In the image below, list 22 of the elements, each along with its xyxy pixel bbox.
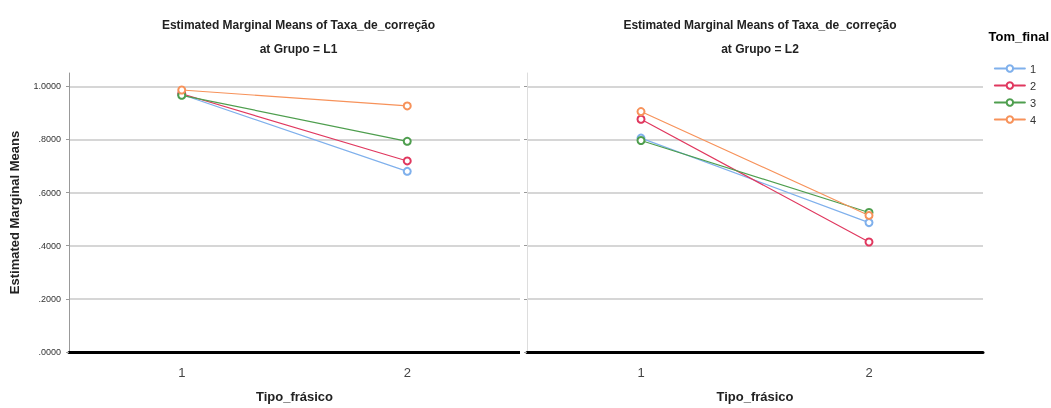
x-axis-title: Tipo_frásico bbox=[716, 389, 794, 404]
y-tick-label: .2000 bbox=[38, 293, 61, 304]
x-tick-label: 1 bbox=[637, 365, 645, 380]
legend-label: 1 bbox=[1029, 62, 1037, 75]
x-tick-label: 2 bbox=[865, 365, 873, 380]
y-tick-label: .0000 bbox=[38, 347, 61, 357]
chart-subtitle: at Grupo = L1 bbox=[259, 42, 338, 56]
legend-title: Tom_final bbox=[988, 29, 1050, 44]
x-tick-label: 1 bbox=[178, 365, 186, 380]
y-tick-label: .8000 bbox=[38, 134, 61, 145]
x-axis-title: Tipo_frásico bbox=[255, 389, 334, 404]
y-axis-title: Estimated Marginal Means bbox=[7, 130, 22, 295]
legend-label: 4 bbox=[1029, 113, 1037, 126]
legend-label: 2 bbox=[1029, 79, 1037, 92]
chart-subtitle: at Grupo = L2 bbox=[721, 42, 800, 56]
legend-label: 3 bbox=[1029, 96, 1037, 109]
y-tick-label: 1.0000 bbox=[33, 81, 61, 92]
x-tick-label: 2 bbox=[403, 365, 411, 380]
chart-title: Estimated Marginal Means of Taxa_de_correção bbox=[623, 18, 897, 32]
y-tick-label: .6000 bbox=[38, 187, 61, 198]
chart-title: Estimated Marginal Means of Taxa_de_correção bbox=[161, 18, 436, 32]
y-tick-label: .4000 bbox=[38, 240, 61, 251]
